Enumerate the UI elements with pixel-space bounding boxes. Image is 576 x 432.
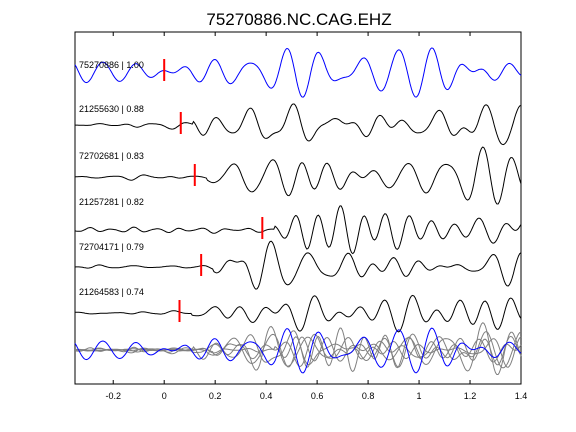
trace-line-75270886 [74,47,522,98]
traces-layer [74,47,522,333]
stack-trace-72702681 [74,322,522,375]
x-tick-label: 0.8 [362,391,375,401]
x-tick-label: 0 [162,391,167,401]
trace-label-21257281: 21257281 | 0.82 [79,197,144,207]
trace-line-72704171 [74,240,522,290]
picks-layer [163,59,264,322]
stack-trace-21264583 [75,333,522,368]
stack-trace-75270886 [74,327,522,374]
stack-trace-72704171 [74,325,522,371]
x-tick-label: 1.4 [515,391,528,401]
x-tick-label: 1.2 [464,391,477,401]
trace-line-21264583 [75,294,522,333]
x-tick-label: -0.2 [105,391,121,401]
trace-label-21255630: 21255630 | 0.88 [79,104,144,114]
trace-label-21264583: 21264583 | 0.74 [79,287,144,297]
plot-frame [74,31,522,385]
trace-line-21257281 [74,205,522,255]
x-axis-ticks: -0.2 0 0.2 0.4 0.6 0.8 1 1.2 1.4 [105,32,527,401]
x-tick-label: 0.4 [260,391,273,401]
trace-label-75270886: 75270886 | 1.00 [79,60,144,70]
trace-line-72702681 [74,146,522,205]
x-tick-label: 0.2 [209,391,222,401]
trace-label-72704171: 72704171 | 0.79 [79,242,144,252]
trace-label-72702681: 72702681 | 0.83 [79,151,144,161]
trace-labels: 75270886 | 1.00 21255630 | 0.88 72702681 |… [79,60,144,297]
stack-layer [74,322,522,375]
x-tick-label: 1 [417,391,422,401]
chart-title: 75270886.NC.CAG.EHZ [206,10,391,29]
trace-line-21255630 [75,103,522,146]
x-tick-label: 0.6 [311,391,324,401]
